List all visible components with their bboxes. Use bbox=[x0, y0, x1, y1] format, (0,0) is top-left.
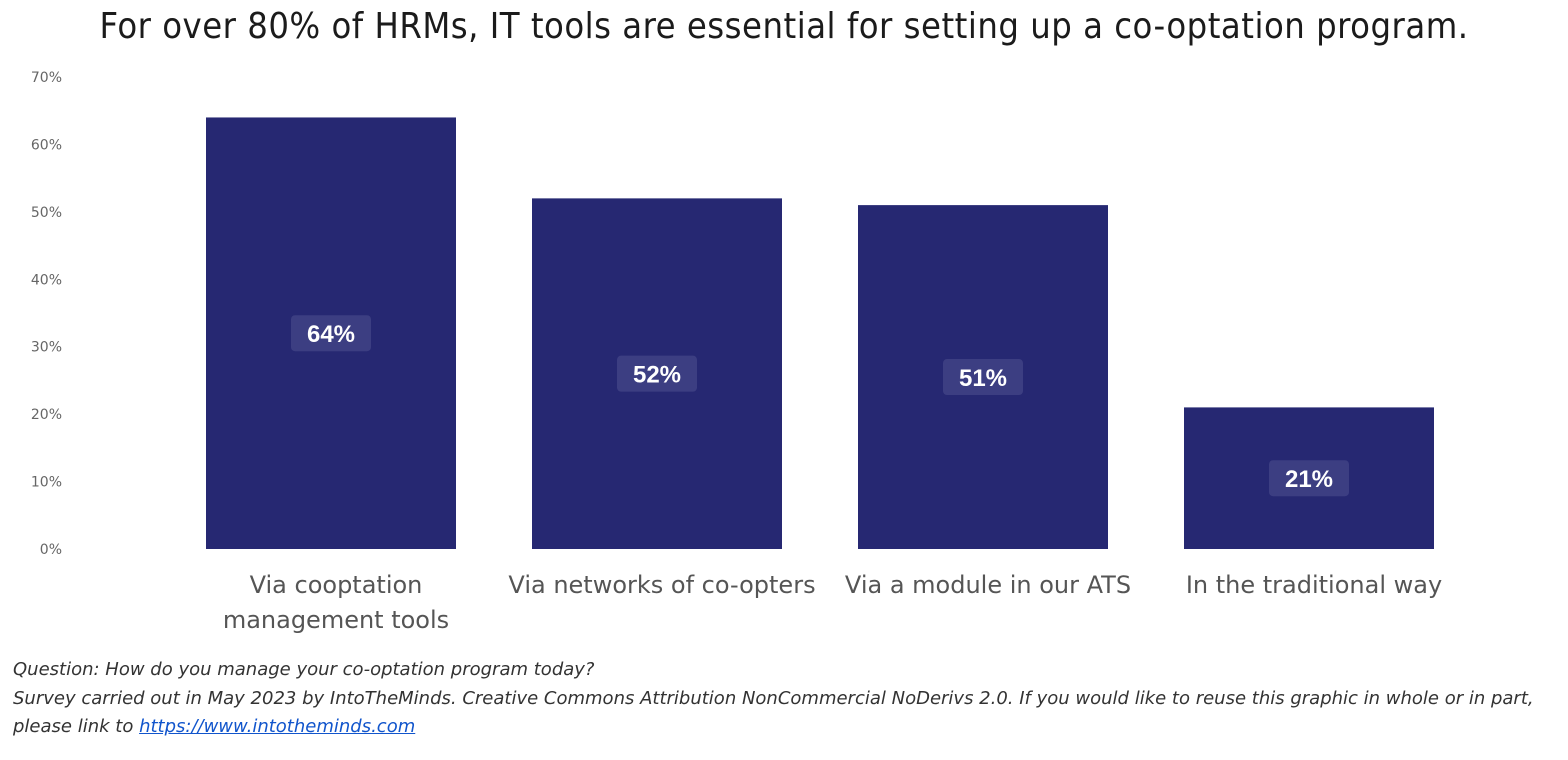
x-category-label: In the traditional way bbox=[1186, 571, 1442, 599]
x-category-label: Via cooptation bbox=[250, 571, 423, 599]
link-line: please link to https://www.intotheminds.… bbox=[13, 713, 1558, 742]
y-tick-label: 40% bbox=[31, 272, 62, 288]
y-tick-label: 10% bbox=[31, 475, 62, 491]
data-label: 51% bbox=[959, 365, 1007, 392]
source-link[interactable]: https://www.intotheminds.com bbox=[139, 716, 416, 737]
chart-title: For over 80% of HRMs, IT tools are essen… bbox=[99, 6, 1469, 47]
question-note: Question: How do you manage your co-opta… bbox=[13, 659, 595, 680]
link-prefix: please link to bbox=[13, 716, 140, 737]
x-category-label: Via a module in our ATS bbox=[845, 571, 1131, 599]
y-tick-label: 20% bbox=[31, 407, 62, 423]
x-category-label: Via networks of co-opters bbox=[508, 571, 815, 599]
y-tick-label: 60% bbox=[31, 137, 62, 153]
data-label-box bbox=[291, 315, 371, 352]
data-label: 64% bbox=[307, 321, 355, 348]
x-axis: Via cooptation management tools Via networ… bbox=[223, 571, 1442, 634]
bar-chart: 0% 10% 20% 30% 40% 50% 60% 70% 64% 52% 51% 21% Via… bbox=[31, 70, 1442, 634]
data-label: 52% bbox=[633, 362, 681, 389]
y-tick-label: 70% bbox=[31, 70, 62, 86]
x-category-label: management tools bbox=[223, 606, 449, 634]
data-label-box bbox=[617, 355, 697, 392]
y-tick-label: 0% bbox=[40, 542, 62, 558]
bars: 64% 52% 51% 21% bbox=[206, 117, 1434, 549]
chart-notes: Question: How do you manage your co-opta… bbox=[13, 656, 1558, 742]
data-label: 21% bbox=[1285, 466, 1333, 493]
y-tick-label: 50% bbox=[31, 205, 62, 221]
data-label-box bbox=[943, 359, 1023, 396]
y-axis: 0% 10% 20% 30% 40% 50% 60% 70% bbox=[31, 70, 62, 558]
survey-note: Survey carried out in May 2023 by IntoTh… bbox=[13, 687, 1534, 709]
data-label-box bbox=[1269, 460, 1349, 497]
y-tick-label: 30% bbox=[31, 340, 62, 356]
